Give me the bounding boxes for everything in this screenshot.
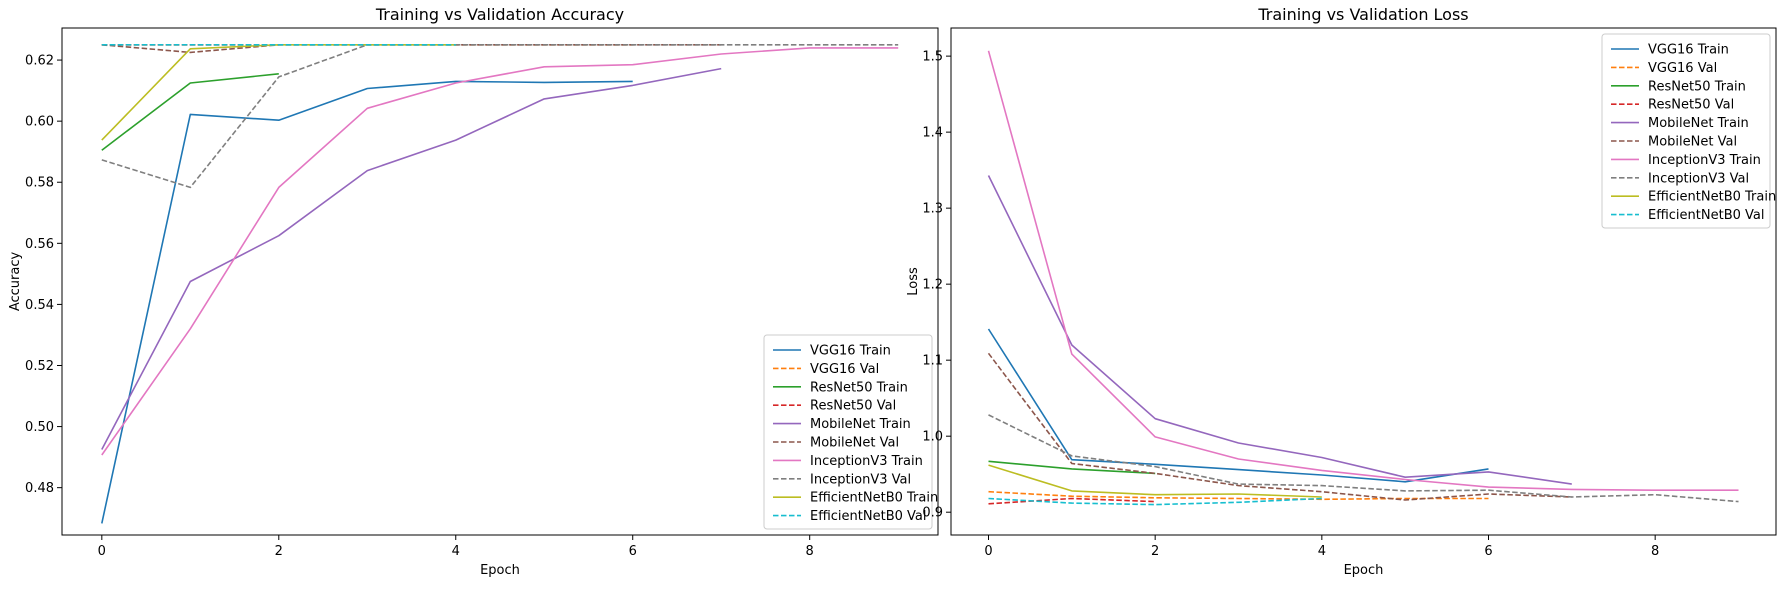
y-tick-label: 0.56 <box>25 237 54 252</box>
legend-item-label: EfficientNetB0 Val <box>810 509 926 524</box>
chart-title: Training vs Validation Accuracy <box>375 5 624 24</box>
series-line-mobilenet-val <box>987 352 1572 501</box>
y-tick-label: 0.9 <box>922 506 943 521</box>
y-tick-label: 1.0 <box>922 430 943 445</box>
series-line-vgg16-train <box>987 328 1489 483</box>
legend-item-label: InceptionV3 Train <box>810 454 923 469</box>
x-tick-label: 8 <box>1651 544 1659 559</box>
x-tick-label: 8 <box>806 544 814 559</box>
y-tick-label: 1.3 <box>922 202 943 217</box>
x-tick-label: 4 <box>452 544 460 559</box>
series-line-inceptionv3-val <box>988 414 1739 503</box>
y-tick-label: 0.58 <box>25 176 54 191</box>
series-line-efficientnetb0-train <box>988 464 1322 498</box>
legend-item-label: MobileNet Val <box>1648 135 1737 150</box>
x-tick-label: 0 <box>98 544 106 559</box>
series-line-resnet50-val <box>988 497 1156 505</box>
series-line-inceptionv3-train <box>101 47 899 456</box>
y-tick-label: 0.48 <box>25 481 54 496</box>
legend-item-label: MobileNet Train <box>810 417 911 432</box>
y-axis-label: Accuracy <box>8 252 23 312</box>
series-line-vgg16-train <box>101 80 633 524</box>
y-tick-label: 0.60 <box>25 115 54 130</box>
x-axis-label: Epoch <box>480 563 520 578</box>
series-line-inceptionv3-train <box>987 50 1739 492</box>
legend-item-label: MobileNet Val <box>810 436 899 451</box>
y-tick-label: 1.2 <box>922 278 943 293</box>
series-line-mobilenet-train <box>987 175 1572 485</box>
y-tick-label: 0.50 <box>25 420 54 435</box>
legend-item-label: VGG16 Train <box>1648 43 1729 58</box>
series-line-inceptionv3-val <box>101 43 899 189</box>
y-tick-label: 1.1 <box>922 354 943 369</box>
legend-item-label: ResNet50 Train <box>810 380 908 395</box>
series-line-resnet50-train <box>101 73 279 151</box>
legend-item-label: ResNet50 Val <box>1648 98 1734 113</box>
y-tick-label: 0.62 <box>25 54 54 69</box>
chart-title: Training vs Validation Loss <box>1257 5 1468 24</box>
series-lines <box>987 50 1739 506</box>
axes-frame <box>950 27 1777 536</box>
legend: VGG16 Train VGG16 Val ResNet50 Train ResNet… <box>763 334 938 530</box>
legend-item-label: VGG16 Val <box>1648 61 1717 76</box>
legend-item-label: MobileNet Train <box>1648 116 1749 131</box>
x-tick-label: 4 <box>1318 544 1326 559</box>
axes-frame <box>61 27 939 536</box>
y-tick-label: 1.4 <box>922 126 943 141</box>
x-tick-label: 2 <box>275 544 283 559</box>
x-tick-label: 0 <box>984 544 992 559</box>
legend-item-label: EfficientNetB0 Train <box>810 491 938 506</box>
chart-1: Training vs Validation Accuracy 0 2 4 6 8 0.48… <box>8 5 939 578</box>
y-tick-label: 1.5 <box>922 50 943 65</box>
y-tick-label: 0.52 <box>25 359 54 374</box>
legend-item-label: ResNet50 Val <box>810 399 896 414</box>
legend-box <box>763 334 933 530</box>
legend-box <box>1601 33 1771 229</box>
series-lines <box>101 43 899 524</box>
legend-item-label: InceptionV3 Val <box>810 472 911 487</box>
legend-item-label: ResNet50 Train <box>1648 79 1746 94</box>
x-axis-label: Epoch <box>1344 563 1384 578</box>
y-axis-label: Loss <box>906 267 921 296</box>
legend: VGG16 Train VGG16 Val ResNet50 Train ResNet… <box>1601 33 1776 229</box>
legend-item-label: VGG16 Train <box>810 344 891 359</box>
legend-item-label: InceptionV3 Train <box>1648 153 1761 168</box>
legend-item-label: VGG16 Val <box>810 362 879 377</box>
series-line-vgg16-val <box>988 490 1489 501</box>
x-tick-label: 2 <box>1151 544 1159 559</box>
legend-item-label: EfficientNetB0 Train <box>1648 190 1776 205</box>
x-tick-label: 6 <box>629 544 637 559</box>
x-tick-label: 6 <box>1484 544 1492 559</box>
chart-2: Training vs Validation Loss 0 2 4 6 8 0.9 1.0 1.… <box>906 5 1777 578</box>
series-line-mobilenet-train <box>101 67 722 450</box>
series-line-resnet50-train <box>988 460 1156 475</box>
y-tick-label: 0.54 <box>25 298 54 313</box>
legend-item-label: EfficientNetB0 Val <box>1648 208 1764 223</box>
series-line-efficientnetb0-train <box>101 43 456 141</box>
legend-item-label: InceptionV3 Val <box>1648 171 1749 186</box>
